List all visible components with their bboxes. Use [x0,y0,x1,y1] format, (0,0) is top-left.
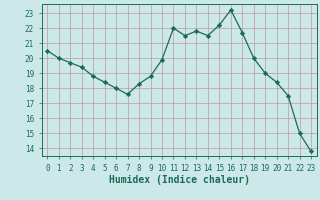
X-axis label: Humidex (Indice chaleur): Humidex (Indice chaleur) [109,175,250,185]
